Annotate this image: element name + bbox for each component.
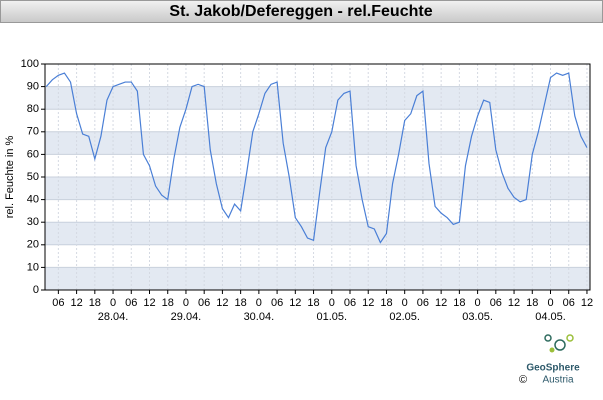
y-tick-label: 30 xyxy=(27,216,39,228)
x-tick-label: 18 xyxy=(235,297,247,309)
y-tick-label: 40 xyxy=(27,194,39,206)
x-tick-label: 18 xyxy=(162,297,174,309)
x-tick-label: 18 xyxy=(526,297,538,309)
data-line xyxy=(45,72,588,244)
x-tick-label: 06 xyxy=(344,297,356,309)
x-tick-label: 0 xyxy=(547,297,553,309)
x-tick-label: 06 xyxy=(198,297,210,309)
x-tick-label: 12 xyxy=(435,297,447,309)
logo-mark xyxy=(549,347,555,353)
x-tick-label: 0 xyxy=(183,297,189,309)
plot-area: 0 10 20 30 40 50 60 70 80 90 100 06 12 18 0 06 12 18 0 06 12… xyxy=(21,58,593,323)
logo: GeoSphere Austria © xyxy=(519,334,580,386)
x-tick-label: 0 xyxy=(329,297,335,309)
grid-band xyxy=(45,177,590,200)
x-tick-label: 18 xyxy=(380,297,392,309)
x-tick-label: 18 xyxy=(453,297,465,309)
logo-mark xyxy=(544,334,552,342)
y-tick-label: 70 xyxy=(27,126,39,138)
x-tick-label: 06 xyxy=(490,297,502,309)
logo-mark xyxy=(554,339,566,351)
x-tick-label: 12 xyxy=(143,297,155,309)
y-tick-label: 60 xyxy=(27,148,39,160)
x-tick-label: 12 xyxy=(216,297,228,309)
y-tick-label: 50 xyxy=(27,171,39,183)
x-tick-label: 06 xyxy=(125,297,137,309)
grid-band xyxy=(45,86,590,110)
y-tick-label: 10 xyxy=(27,261,39,273)
date-label: 03.05. xyxy=(462,311,493,323)
x-tick-label: 12 xyxy=(362,297,374,309)
x-tick-label: 18 xyxy=(307,297,319,309)
y-axis-label: rel. Feuchte in % xyxy=(4,136,16,219)
grid-band xyxy=(45,267,590,290)
brand-name: GeoSphere xyxy=(526,363,580,374)
x-tick-label: 12 xyxy=(581,297,593,309)
date-label: 28.04. xyxy=(98,311,129,323)
x-tick-label: 12 xyxy=(70,297,82,309)
date-label: 30.04. xyxy=(244,311,275,323)
x-tick-label: 06 xyxy=(52,297,64,309)
y-tick-label: 100 xyxy=(21,58,39,70)
x-tick-label: 0 xyxy=(475,297,481,309)
grid-band xyxy=(45,222,590,245)
x-tick-label: 06 xyxy=(417,297,429,309)
date-label: 01.05. xyxy=(316,311,347,323)
y-tick-label: 90 xyxy=(27,81,39,93)
x-tick-label: 06 xyxy=(271,297,283,309)
copyright: © xyxy=(519,374,527,386)
plot-frame xyxy=(44,63,591,291)
date-label: 29.04. xyxy=(171,311,202,323)
y-tick-label: 20 xyxy=(27,239,39,251)
x-tick-label: 0 xyxy=(256,297,262,309)
date-label: 02.05. xyxy=(389,311,420,323)
x-tick-label: 0 xyxy=(402,297,408,309)
x-tick-label: 06 xyxy=(563,297,575,309)
x-tick-label: 12 xyxy=(289,297,301,309)
x-tick-label: 0 xyxy=(110,297,116,309)
logo-mark xyxy=(566,334,574,342)
brand-sub: Austria xyxy=(542,375,574,386)
grid-band xyxy=(45,131,590,155)
chart-title: St. Jakob/Defereggen - rel.Feuchte xyxy=(169,3,432,20)
x-tick-label: 12 xyxy=(508,297,520,309)
x-tick-label: 18 xyxy=(89,297,101,309)
y-tick-label: 80 xyxy=(27,103,39,115)
date-label: 04.05. xyxy=(535,311,566,323)
y-tick-label: 0 xyxy=(33,284,39,296)
